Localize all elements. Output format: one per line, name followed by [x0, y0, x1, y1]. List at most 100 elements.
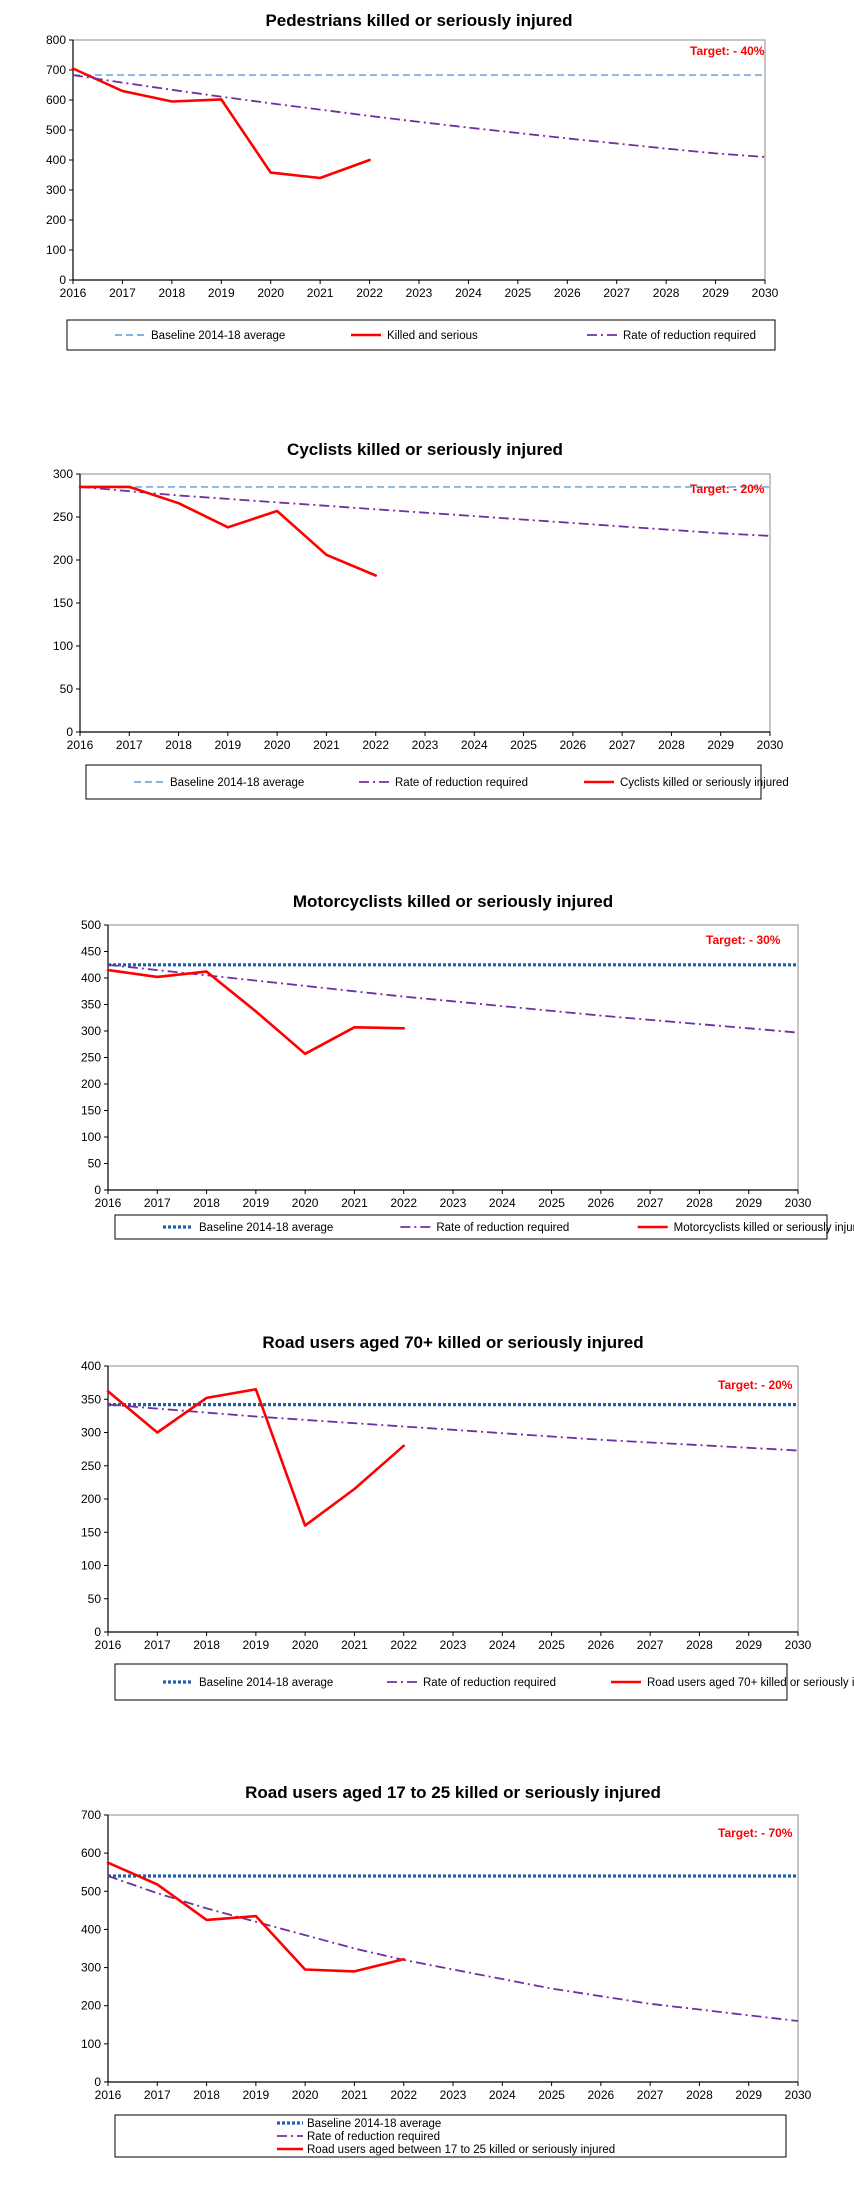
- x-tick-label: 2023: [406, 286, 433, 300]
- y-tick-label: 700: [81, 1808, 101, 1822]
- y-tick-label: 0: [94, 2075, 101, 2089]
- legend-label: Baseline 2014-18 average: [307, 2118, 441, 2130]
- plot-area: [72, 39, 766, 281]
- young-road-users-chart: Road users aged 17 to 25 killed or serio…: [81, 1783, 812, 2158]
- legend-label: Road users aged 70+ killed or seriously …: [647, 1677, 854, 1689]
- x-tick-label: 2020: [292, 1638, 319, 1652]
- legend-label: Baseline 2014-18 average: [170, 777, 304, 789]
- x-tick-label: 2020: [292, 2088, 319, 2102]
- y-tick-label: 300: [53, 467, 73, 481]
- x-tick-label: 2017: [109, 286, 136, 300]
- cyclists-chart: Cyclists killed or seriously injured 0 50 1…: [53, 440, 789, 800]
- y-tick-label: 300: [81, 1426, 101, 1440]
- y-tick-label: 400: [81, 1922, 101, 1936]
- x-tick-label: 2025: [505, 286, 532, 300]
- legend-label: Baseline 2014-18 average: [151, 330, 285, 342]
- legend-box: [114, 1214, 828, 1240]
- x-tick-label: 2021: [341, 2088, 368, 2102]
- x-tick-label: 2018: [159, 286, 186, 300]
- x-tick-label: 2030: [785, 2088, 812, 2102]
- chart-title: Cyclists killed or seriously injured: [287, 440, 563, 459]
- y-tick-label: 150: [81, 1104, 101, 1118]
- x-tick-label: 2029: [735, 1638, 762, 1652]
- x-tick-label: 2025: [538, 1638, 565, 1652]
- legend-label: Rate of reduction required: [395, 777, 528, 789]
- x-tick-label: 2026: [560, 738, 587, 752]
- older-road-users-chart: Road users aged 70+ killed or seriously …: [81, 1333, 854, 1701]
- legend-box: [114, 2114, 787, 2158]
- x-tick-label: 2016: [67, 738, 94, 752]
- y-tick-label: 200: [53, 553, 73, 567]
- y-tick-label: 700: [46, 63, 66, 77]
- y-tick-label: 400: [46, 153, 66, 167]
- legend-label: Road users aged between 17 to 25 killed …: [307, 2144, 615, 2156]
- chart-title: Motorcyclists killed or seriously injure…: [293, 892, 613, 911]
- x-tick-label: 2024: [455, 286, 482, 300]
- legend-label: Baseline 2014-18 average: [199, 1677, 333, 1689]
- x-tick-label: 2026: [588, 1638, 615, 1652]
- chart-title: Road users aged 17 to 25 killed or serio…: [245, 1783, 661, 1802]
- x-tick-label: 2017: [144, 1638, 171, 1652]
- x-tick-label: 2020: [257, 286, 284, 300]
- legend-label: Rate of reduction required: [307, 2131, 440, 2143]
- y-tick-label: 500: [81, 1884, 101, 1898]
- motorcyclists-chart: Motorcyclists killed or seriously injure…: [81, 892, 854, 1240]
- pedestrians-chart: Pedestrians killed or seriously injured 0…: [46, 11, 779, 351]
- x-tick-label: 2023: [440, 1638, 467, 1652]
- x-tick-label: 2022: [356, 286, 383, 300]
- x-tick-label: 2016: [95, 2088, 122, 2102]
- y-tick-label: 0: [94, 1625, 101, 1639]
- legend-label: Killed and serious: [387, 330, 478, 342]
- x-tick-label: 2030: [757, 738, 784, 752]
- x-tick-label: 2024: [489, 1196, 516, 1210]
- legend-label: Rate of reduction required: [423, 1677, 556, 1689]
- series-line-3: [106, 968, 406, 1056]
- x-tick-label: 2019: [243, 2088, 270, 2102]
- legend-label: Motorcyclists killed or seriously injure…: [674, 1222, 854, 1234]
- y-tick-label: 200: [81, 1492, 101, 1506]
- x-tick-label: 2017: [116, 738, 143, 752]
- series-line-2: [107, 963, 799, 1034]
- x-tick-label: 2027: [637, 1196, 664, 1210]
- series-line-3: [106, 1861, 406, 1973]
- target-label: Target: - 20%: [718, 1378, 793, 1392]
- plot-area: [107, 1814, 799, 2083]
- series-line-2: [79, 486, 771, 537]
- target-label: Target: - 70%: [718, 1826, 793, 1840]
- legend: Baseline 2014-18 average Rate of reductio…: [85, 764, 789, 800]
- x-tick-label: 2029: [735, 1196, 762, 1210]
- x-tick-label: 2017: [144, 2088, 171, 2102]
- x-tick-label: 2021: [307, 286, 334, 300]
- series-line-3: [72, 74, 766, 158]
- x-tick-label: 2026: [588, 1196, 615, 1210]
- y-tick-label: 100: [81, 2037, 101, 2051]
- x-tick-label: 2021: [313, 738, 340, 752]
- series-line-2: [107, 1875, 799, 2022]
- x-tick-label: 2027: [637, 1638, 664, 1652]
- x-tick-label: 2025: [538, 1196, 565, 1210]
- y-tick-label: 50: [88, 1157, 102, 1171]
- x-tick-label: 2017: [144, 1196, 171, 1210]
- y-tick-label: 100: [46, 243, 66, 257]
- x-tick-label: 2021: [341, 1638, 368, 1652]
- x-tick-label: 2027: [609, 738, 636, 752]
- y-tick-label: 350: [81, 998, 101, 1012]
- x-tick-label: 2028: [658, 738, 685, 752]
- x-tick-label: 2024: [489, 2088, 516, 2102]
- x-tick-label: 2016: [95, 1638, 122, 1652]
- x-tick-label: 2030: [785, 1196, 812, 1210]
- x-tick-label: 2025: [538, 2088, 565, 2102]
- y-tick-label: 300: [46, 183, 66, 197]
- target-label: Target: - 20%: [690, 482, 765, 496]
- legend: Baseline 2014-18 average Killed and serio…: [66, 319, 776, 351]
- x-tick-label: 2029: [707, 738, 734, 752]
- y-tick-label: 250: [81, 1459, 101, 1473]
- x-tick-label: 2026: [554, 286, 581, 300]
- x-tick-label: 2027: [603, 286, 630, 300]
- x-tick-label: 2028: [653, 286, 680, 300]
- y-tick-label: 150: [81, 1525, 101, 1539]
- x-tick-label: 2018: [193, 1638, 220, 1652]
- y-tick-label: 100: [81, 1559, 101, 1573]
